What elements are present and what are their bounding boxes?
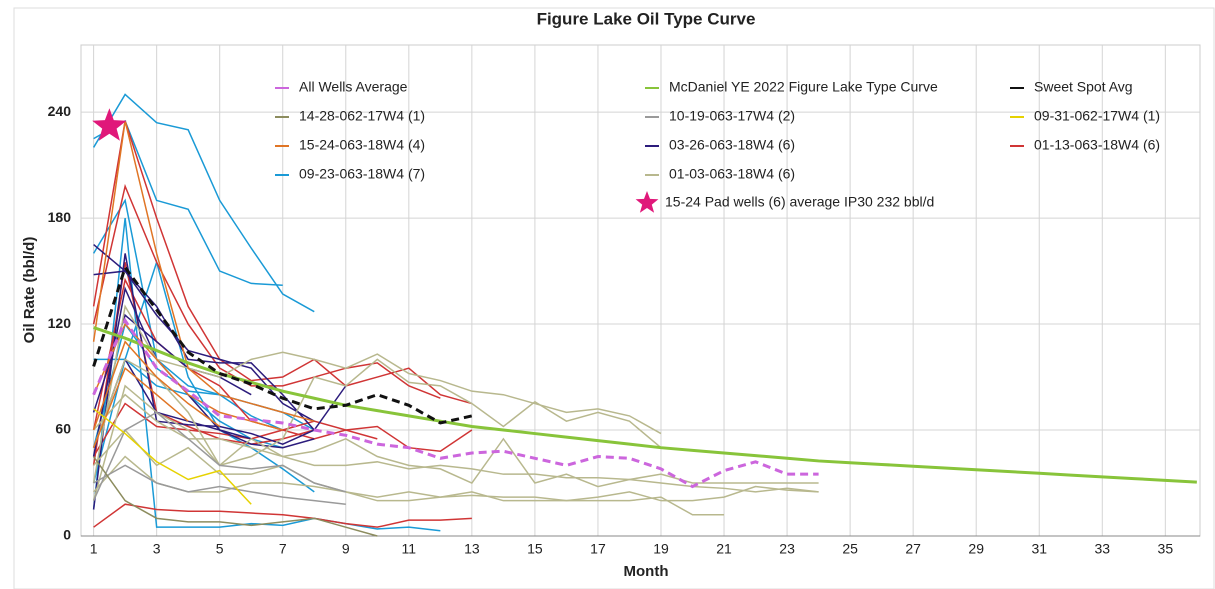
series-line bbox=[92, 366, 189, 448]
series-line bbox=[92, 277, 378, 440]
x-tick-label: 31 bbox=[1031, 541, 1047, 557]
legend-label: 14-28-062-17W4 (1) bbox=[299, 108, 425, 124]
x-tick-label: 3 bbox=[153, 541, 161, 557]
y-axis-label: Oil Rate (bbl/d) bbox=[21, 237, 38, 344]
x-tick-label: 23 bbox=[779, 541, 795, 557]
series-line bbox=[92, 286, 315, 457]
series-line bbox=[92, 218, 441, 532]
x-tick-label: 1 bbox=[90, 541, 98, 557]
x-tick-label: 25 bbox=[842, 541, 858, 557]
annotation-text: 15-24 Pad wells (6) average IP30 232 bbl… bbox=[665, 194, 934, 210]
legend-star bbox=[635, 191, 659, 213]
annotation-star bbox=[92, 108, 127, 141]
series-line bbox=[92, 317, 819, 489]
series-line bbox=[93, 408, 252, 505]
series-line bbox=[92, 456, 378, 537]
series-line bbox=[93, 428, 725, 516]
series-line bbox=[92, 358, 819, 488]
x-tick-label: 9 bbox=[342, 541, 350, 557]
series-line bbox=[92, 93, 315, 313]
series-line bbox=[93, 455, 819, 502]
x-tick-label: 33 bbox=[1094, 541, 1110, 557]
x-tick-label: 7 bbox=[279, 541, 287, 557]
x-tick-label: 21 bbox=[716, 541, 732, 557]
x-tick-label: 5 bbox=[216, 541, 224, 557]
series-line bbox=[92, 264, 473, 425]
y-tick-label: 180 bbox=[48, 209, 72, 225]
series-line bbox=[92, 322, 283, 431]
legend-label: 01-03-063-18W4 (6) bbox=[669, 166, 795, 182]
series-line bbox=[92, 262, 315, 466]
x-tick-label: 29 bbox=[968, 541, 984, 557]
x-tick-label: 19 bbox=[653, 541, 669, 557]
x-tick-label: 13 bbox=[464, 541, 480, 557]
series-line bbox=[93, 393, 819, 493]
y-tick-label: 0 bbox=[63, 527, 71, 543]
series-line bbox=[92, 120, 473, 405]
x-tick-label: 35 bbox=[1158, 541, 1174, 557]
series-line bbox=[92, 358, 662, 501]
y-tick-label: 120 bbox=[48, 315, 72, 331]
chart-title: Figure Lake Oil Type Curve bbox=[537, 9, 756, 28]
x-axis-label: Month bbox=[624, 563, 669, 580]
y-tick-label: 240 bbox=[48, 103, 72, 119]
legend-label: 01-13-063-18W4 (6) bbox=[1034, 137, 1160, 153]
legend-label: 10-19-063-17W4 (2) bbox=[669, 108, 795, 124]
x-tick-label: 27 bbox=[905, 541, 921, 557]
legend-label: 09-31-062-17W4 (1) bbox=[1034, 108, 1160, 124]
legend-label: Sweet Spot Avg bbox=[1034, 79, 1133, 95]
legend-label: McDaniel YE 2022 Figure Lake Type Curve bbox=[669, 79, 938, 95]
legend-label: 09-23-063-18W4 (7) bbox=[299, 166, 425, 182]
series-line bbox=[93, 503, 472, 528]
x-tick-label: 11 bbox=[402, 541, 417, 557]
series-line bbox=[93, 464, 346, 505]
x-tick-label: 17 bbox=[590, 541, 606, 557]
legend-label: 15-24-063-18W4 (4) bbox=[299, 137, 425, 153]
legend-label: 03-26-063-18W4 (6) bbox=[669, 137, 795, 153]
y-tick-label: 60 bbox=[55, 421, 71, 437]
series-line bbox=[93, 326, 1197, 484]
plot-area bbox=[80, 44, 1201, 537]
series-line bbox=[92, 411, 346, 501]
series-line bbox=[92, 120, 315, 422]
series-line bbox=[92, 340, 221, 431]
legend-label: All Wells Average bbox=[299, 79, 408, 95]
x-tick-label: 15 bbox=[527, 541, 543, 557]
